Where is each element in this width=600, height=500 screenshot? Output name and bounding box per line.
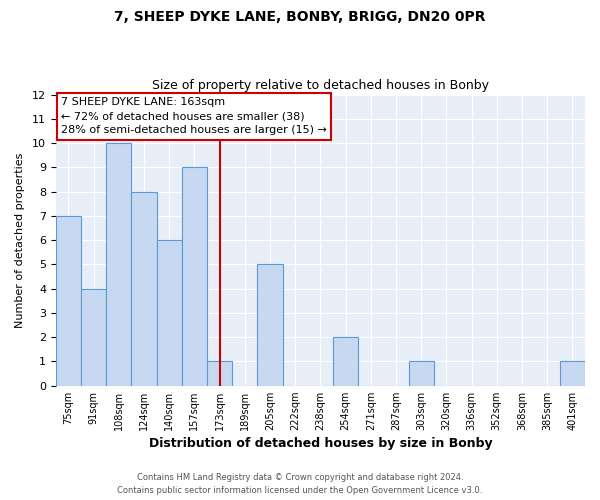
Bar (333, 337, 358, 386)
Y-axis label: Number of detached properties: Number of detached properties (15, 152, 25, 328)
Bar (560, 362, 585, 386)
Bar (409, 362, 434, 386)
X-axis label: Distribution of detached houses by size in Bonby: Distribution of detached houses by size … (149, 437, 492, 450)
Text: 7, SHEEP DYKE LANE, BONBY, BRIGG, DN20 0PR: 7, SHEEP DYKE LANE, BONBY, BRIGG, DN20 0… (114, 10, 486, 24)
Title: Size of property relative to detached houses in Bonby: Size of property relative to detached ho… (152, 79, 489, 92)
Bar (207, 362, 232, 386)
Bar (257, 264, 283, 386)
Bar (106, 143, 131, 386)
Bar (131, 192, 157, 386)
Bar (56, 216, 81, 386)
Bar (81, 288, 106, 386)
Bar (182, 168, 207, 386)
Bar (157, 240, 182, 386)
Text: 7 SHEEP DYKE LANE: 163sqm
← 72% of detached houses are smaller (38)
28% of semi-: 7 SHEEP DYKE LANE: 163sqm ← 72% of detac… (61, 98, 327, 136)
Text: Contains HM Land Registry data © Crown copyright and database right 2024.
Contai: Contains HM Land Registry data © Crown c… (118, 474, 482, 495)
